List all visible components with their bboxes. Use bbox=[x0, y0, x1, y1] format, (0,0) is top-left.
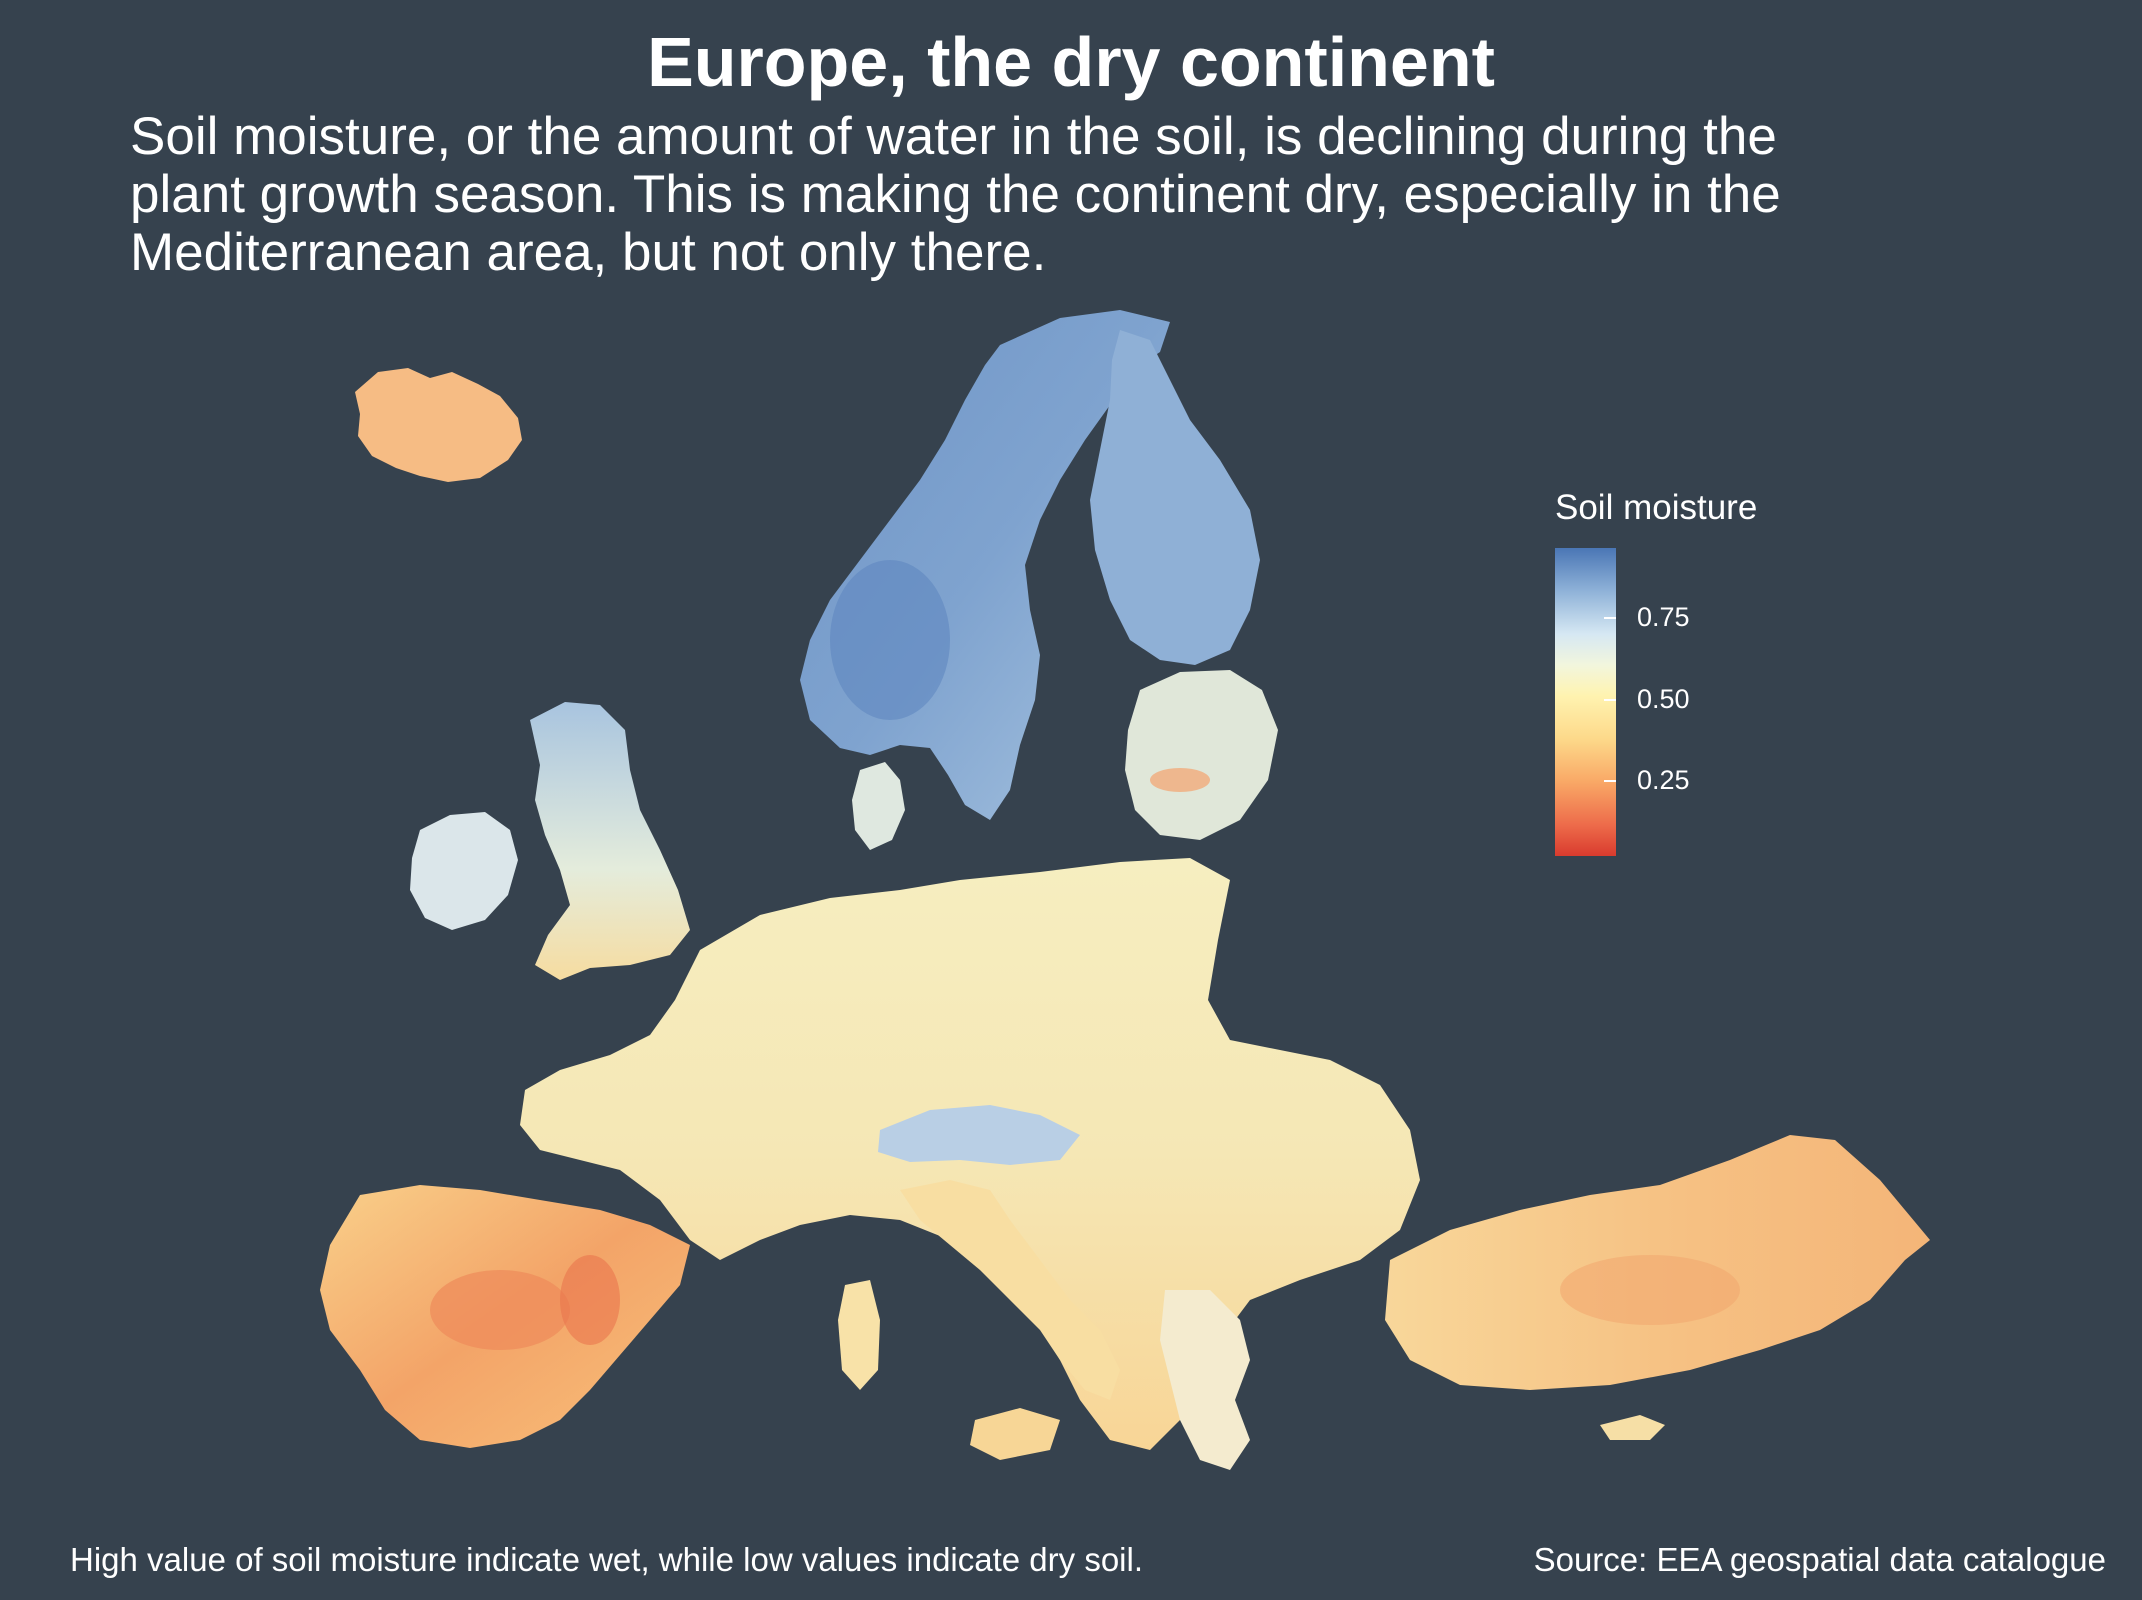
dry-spot-spain bbox=[430, 1270, 570, 1350]
denmark-region bbox=[852, 762, 905, 850]
greece-region bbox=[1160, 1290, 1250, 1470]
legend-tick-050 bbox=[1604, 699, 1616, 701]
subtitle-line-3: Mediterranean area, but not only there. bbox=[130, 223, 1047, 282]
legend-title: Soil moisture bbox=[1555, 488, 1758, 527]
legend-tick-075 bbox=[1604, 617, 1616, 619]
legend-label-050: 0.50 bbox=[1637, 684, 1690, 714]
legend-tick-025 bbox=[1604, 780, 1616, 782]
dry-spot-baltic bbox=[1150, 768, 1210, 792]
italy-region bbox=[900, 1180, 1120, 1400]
caption-note: High value of soil moisture indicate wet… bbox=[70, 1541, 1143, 1578]
alps-region bbox=[878, 1105, 1080, 1165]
iceland-region bbox=[355, 368, 522, 482]
caption-source: Source: EEA geospatial data catalogue bbox=[1533, 1541, 2106, 1578]
subtitle-line-2: plant growth season. This is making the … bbox=[130, 165, 1781, 224]
map-subtitle: Soil moisture, or the amount of water in… bbox=[130, 108, 2050, 282]
sardinia-region bbox=[838, 1280, 880, 1390]
legend-colorbar bbox=[1555, 548, 1616, 856]
great-britain-region bbox=[530, 702, 690, 980]
sicily-region bbox=[970, 1408, 1060, 1460]
cyprus-region bbox=[1600, 1415, 1665, 1440]
wet-spot-norway bbox=[830, 560, 950, 720]
subtitle-line-1: Soil moisture, or the amount of water in… bbox=[130, 107, 1777, 166]
ireland-region bbox=[410, 812, 518, 930]
baltic-region bbox=[1125, 670, 1278, 840]
dry-spot-turkey bbox=[1560, 1255, 1740, 1325]
dry-spot-east-spain bbox=[560, 1255, 620, 1345]
legend-label-075: 0.75 bbox=[1637, 602, 1690, 632]
legend-label-025: 0.25 bbox=[1637, 765, 1690, 795]
map-title: Europe, the dry continent bbox=[647, 23, 1495, 101]
finland-region bbox=[1090, 330, 1260, 665]
